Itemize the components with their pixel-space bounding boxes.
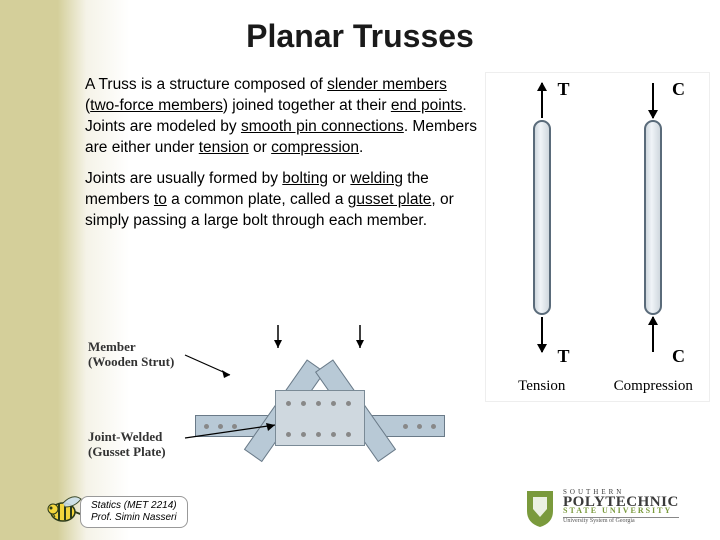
p1-t7: . <box>359 139 363 156</box>
body-text-region: A Truss is a structure composed of slend… <box>85 75 480 241</box>
p1-u1: slender members <box>327 76 447 93</box>
p1-u3: end points <box>391 97 463 114</box>
gusset-member-line2: (Wooden Strut) <box>88 354 174 369</box>
compression-column: C C Compression <box>598 73 710 401</box>
p2-t4: a common plate, called a <box>167 191 348 208</box>
tension-caption: Tension <box>518 378 565 395</box>
logo-sub: STATE UNIVERSITY <box>563 508 679 515</box>
p2-u2: welding <box>350 170 403 187</box>
tension-compression-figure: T T Tension C C Compression <box>485 72 710 402</box>
logo-text: SOUTHERN POLYTECHNIC STATE UNIVERSITY Un… <box>563 490 679 525</box>
gusset-joint-label: Joint-Welded (Gusset Plate) <box>88 430 166 460</box>
compression-arrow-bottom <box>652 317 654 352</box>
tension-column: T T Tension <box>486 73 598 401</box>
tension-bar <box>533 120 551 315</box>
hornet-icon <box>35 487 85 532</box>
p1-u4: smooth pin connections <box>241 118 404 135</box>
p1-u6: compression <box>271 139 359 156</box>
footer-credit: Statics (MET 2214) Prof. Simin Nasseri <box>80 496 188 528</box>
gusset-figure: Member (Wooden Strut) Joint-Welded (Guss… <box>160 320 460 480</box>
slide-title: Planar Trusses <box>0 0 720 65</box>
tension-arrow-bottom <box>541 317 543 352</box>
p2-u3: to <box>154 191 167 208</box>
university-logo: SOUTHERN POLYTECHNIC STATE UNIVERSITY Un… <box>523 484 708 530</box>
tension-top-label: T <box>557 79 569 100</box>
paragraph-2: Joints are usually formed by bolting or … <box>85 169 480 232</box>
logo-tagline: University System of Georgia <box>563 517 679 524</box>
logo-shield-icon <box>523 487 557 527</box>
paragraph-1: A Truss is a structure composed of slend… <box>85 75 480 159</box>
gusset-joint-line2: (Gusset Plate) <box>88 444 166 459</box>
gusset-member-line1: Member <box>88 339 136 354</box>
compression-caption: Compression <box>614 378 693 395</box>
p2-t2: or <box>328 170 350 187</box>
compression-bottom-label: C <box>672 346 685 367</box>
compression-arrow-top <box>652 83 654 118</box>
p2-u4: gusset plate <box>348 191 432 208</box>
p2-t1: Joints are usually formed by <box>85 170 282 187</box>
compression-bar <box>644 120 662 315</box>
gusset-member-label: Member (Wooden Strut) <box>88 340 174 370</box>
footer-line2: Prof. Simin Nasseri <box>91 512 177 523</box>
gusset-joint-line1: Joint-Welded <box>88 429 162 444</box>
tension-arrow-top <box>541 83 543 118</box>
p1-t6: or <box>249 139 271 156</box>
p2-u1: bolting <box>282 170 328 187</box>
compression-top-label: C <box>672 79 685 100</box>
p1-u2: two-force members <box>90 97 223 114</box>
tension-bottom-label: T <box>557 346 569 367</box>
gusset-plate <box>275 390 365 446</box>
p1-t3: ) joined together at their <box>223 97 391 114</box>
footer-line1: Statics (MET 2214) <box>91 500 177 511</box>
p1-u5: tension <box>199 139 249 156</box>
p1-t1: A Truss is a structure composed of <box>85 76 327 93</box>
